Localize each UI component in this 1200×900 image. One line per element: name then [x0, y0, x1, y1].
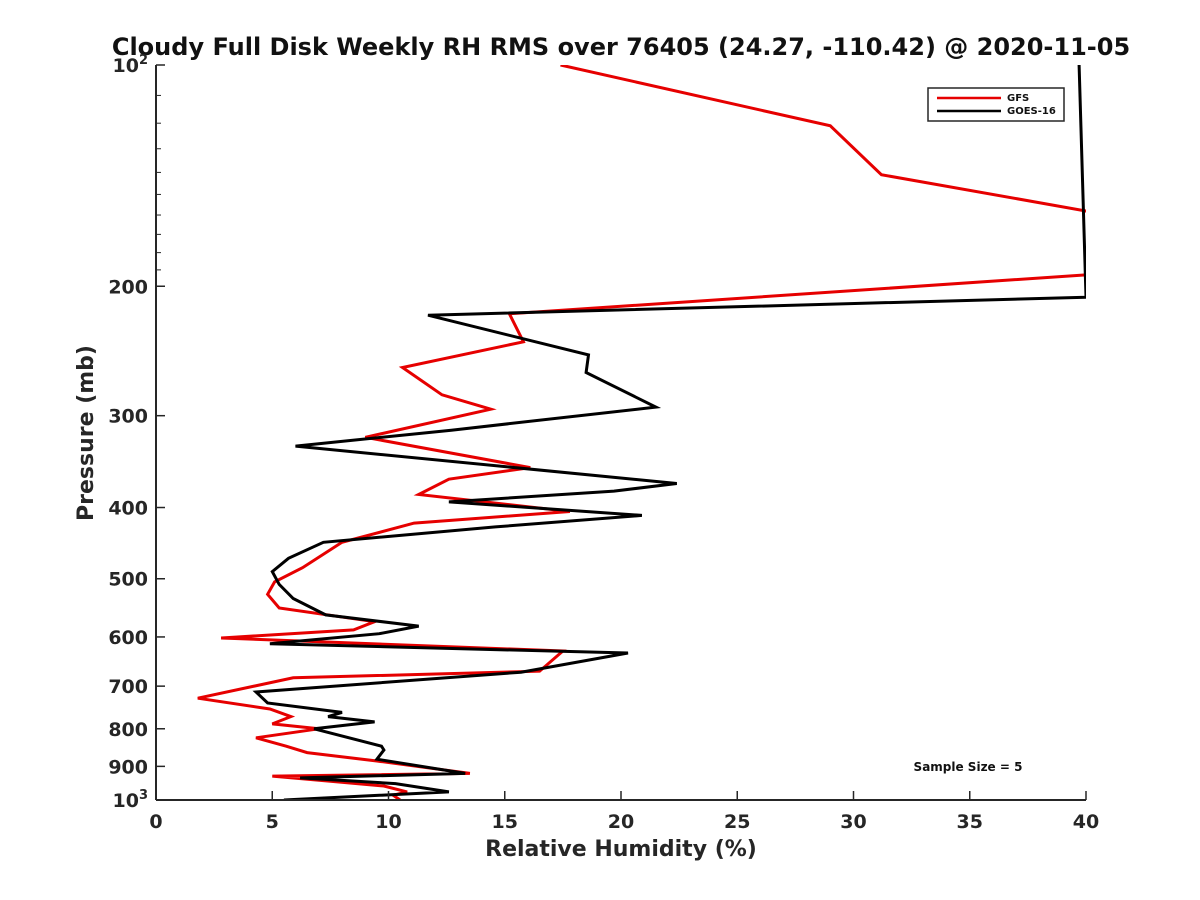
y-tick-label: 600 [108, 627, 148, 649]
legend-label-goes-16: GOES-16 [1007, 106, 1056, 117]
y-tick-label: 103 [113, 788, 149, 812]
series-line-goes-16 [252, 65, 1086, 800]
legend: GFS GOES-16 [927, 87, 1065, 122]
x-tick-label: 10 [375, 811, 401, 833]
x-tick-label: 15 [492, 811, 518, 833]
y-tick-label: 300 [108, 406, 148, 428]
x-tick-label: 0 [149, 811, 162, 833]
y-tick-label: 102 [113, 53, 149, 77]
x-axis-ticks: 0 5 10 15 20 25 30 35 40 [149, 791, 1099, 833]
x-tick-label: 5 [266, 811, 279, 833]
x-tick-label: 25 [724, 811, 750, 833]
legend-label-gfs: GFS [1007, 93, 1029, 104]
y-tick-label: 200 [108, 276, 148, 298]
sample-size-annotation: Sample Size = 5 [914, 760, 1023, 774]
x-tick-label: 20 [608, 811, 634, 833]
y-axis-ticks: 102 200 300 400 500 600 700 800 900 103 [108, 53, 165, 812]
y-tick-label: 900 [108, 756, 148, 778]
chart-title: Cloudy Full Disk Weekly RH RMS over 7640… [112, 33, 1130, 61]
x-tick-label: 35 [957, 811, 983, 833]
x-tick-label: 30 [840, 811, 866, 833]
y-tick-label: 800 [108, 719, 148, 741]
legend-box [927, 87, 1065, 122]
y-tick-label: 700 [108, 676, 148, 698]
y-tick-label: 500 [108, 569, 148, 591]
y-axis-label: Pressure (mb) [74, 345, 99, 521]
y-tick-label: 400 [108, 498, 148, 520]
x-axis-label: Relative Humidity (%) [485, 837, 757, 862]
x-tick-label: 40 [1073, 811, 1099, 833]
series-group [197, 65, 1086, 800]
